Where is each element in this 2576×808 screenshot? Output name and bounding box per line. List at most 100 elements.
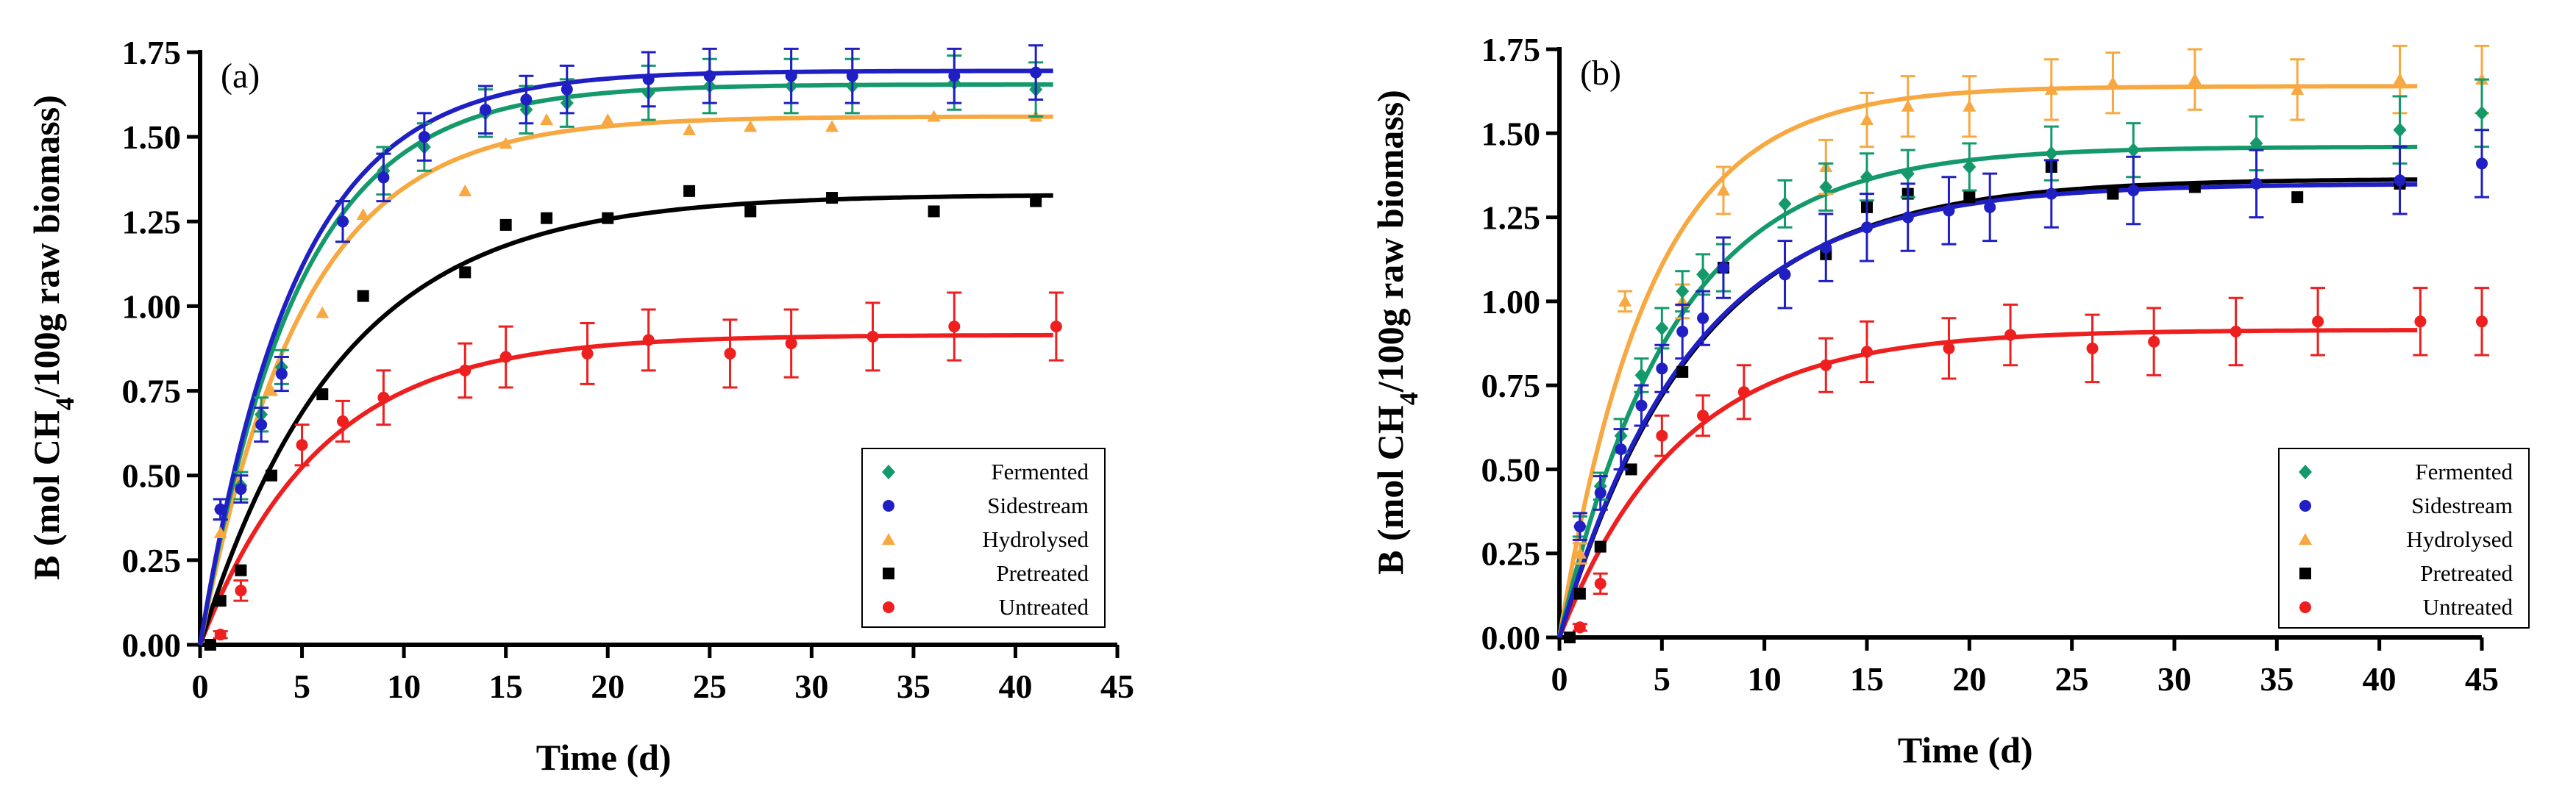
data-point-pretreated bbox=[1573, 587, 1586, 600]
legend: Fermented Sidestream Hydrolysed Pretreated U… bbox=[861, 448, 1106, 628]
data-point-untreated bbox=[2414, 315, 2427, 328]
data-point-hydrolysed bbox=[2188, 73, 2202, 85]
legend-marker-fermented bbox=[2299, 465, 2312, 479]
x-tick-label: 40 bbox=[2363, 660, 2397, 698]
data-point-untreated bbox=[2312, 315, 2324, 328]
data-point-fermented bbox=[1860, 169, 1874, 185]
data-point-untreated bbox=[581, 347, 594, 360]
x-tick-label: 45 bbox=[1100, 668, 1134, 705]
data-point-untreated bbox=[2230, 326, 2242, 337]
data-point-pretreated bbox=[459, 266, 472, 279]
data-point-sidestream bbox=[1697, 312, 1709, 324]
data-point-pretreated bbox=[683, 185, 696, 197]
data-point-fermented bbox=[1655, 321, 1669, 336]
data-point-hydrolysed bbox=[927, 110, 941, 122]
data-point-fermented bbox=[2127, 143, 2141, 158]
data-point-sidestream bbox=[255, 418, 268, 431]
data-point-sidestream bbox=[1779, 268, 1791, 281]
data-point-pretreated bbox=[316, 388, 329, 401]
data-point-untreated bbox=[2148, 335, 2160, 348]
data-point-hydrolysed bbox=[264, 384, 278, 396]
y-tick-label: 1.25 bbox=[1481, 199, 1541, 237]
panel-label: (a) bbox=[221, 57, 260, 96]
data-point-sidestream bbox=[561, 83, 573, 96]
y-tick-label: 0.25 bbox=[1481, 535, 1541, 573]
data-point-hydrolysed bbox=[825, 120, 839, 132]
data-point-sidestream bbox=[377, 171, 390, 184]
legend-marker-hydrolysed bbox=[882, 533, 895, 545]
data-point-fermented bbox=[2475, 105, 2488, 121]
data-point-pretreated bbox=[2291, 191, 2304, 204]
y-tick-label: 0.00 bbox=[1481, 619, 1541, 657]
fit-line-sidestream bbox=[198, 68, 1053, 646]
y-axis-title-part: B (mol CH bbox=[26, 410, 67, 580]
data-point-untreated bbox=[1737, 386, 1750, 398]
legend-marker-hydrolysed bbox=[2299, 533, 2312, 545]
y-tick-label: 1.75 bbox=[122, 34, 182, 71]
data-point-hydrolysed bbox=[744, 120, 758, 132]
data-point-pretreated bbox=[1963, 191, 1976, 204]
data-point-sidestream bbox=[1656, 362, 1668, 375]
y-axis-title-part: /100g raw biomass) bbox=[26, 95, 67, 398]
y-axis-title-subscript: 4 bbox=[1394, 392, 1423, 405]
data-point-hydrolysed bbox=[458, 184, 472, 196]
x-tick-label: 10 bbox=[387, 668, 421, 705]
data-point-sidestream bbox=[1030, 66, 1042, 79]
data-point-sidestream bbox=[642, 73, 655, 85]
data-point-pretreated bbox=[1625, 463, 1637, 476]
data-point-untreated bbox=[1050, 321, 1062, 333]
x-tick-label: 35 bbox=[2260, 660, 2294, 698]
data-point-pretreated bbox=[1676, 365, 1689, 378]
data-point-pretreated bbox=[357, 290, 369, 302]
data-point-untreated bbox=[785, 337, 797, 350]
legend-label: Hydrolysed bbox=[982, 526, 1089, 552]
data-point-sidestream bbox=[418, 131, 430, 143]
data-point-hydrolysed bbox=[2044, 82, 2058, 95]
data-point-sidestream bbox=[1820, 241, 1832, 254]
data-point-sidestream bbox=[1594, 487, 1607, 499]
fit-line-hydrolysed bbox=[1557, 84, 2418, 638]
data-point-pretreated bbox=[1594, 540, 1607, 553]
data-point-sidestream bbox=[1573, 521, 1586, 533]
data-point-hydrolysed bbox=[2393, 73, 2407, 85]
data-point-hydrolysed bbox=[540, 113, 554, 126]
x-tick-label: 0 bbox=[192, 668, 209, 705]
legend-marker-sidestream bbox=[2299, 500, 2311, 512]
y-tick-label: 0.50 bbox=[1481, 451, 1541, 488]
data-point-untreated bbox=[377, 391, 390, 404]
legend-label: Untreated bbox=[999, 594, 1089, 620]
data-point-untreated bbox=[499, 351, 512, 363]
x-tick-label: 30 bbox=[2157, 660, 2191, 698]
data-point-hydrolysed bbox=[1963, 99, 1977, 112]
legend-label: Pretreated bbox=[2420, 560, 2513, 586]
data-point-untreated bbox=[948, 321, 961, 333]
data-point-sidestream bbox=[520, 93, 533, 106]
data-point-hydrolysed bbox=[499, 137, 513, 149]
data-point-untreated bbox=[642, 334, 655, 346]
y-tick-label: 0.75 bbox=[122, 373, 182, 410]
data-point-sidestream bbox=[275, 368, 288, 380]
data-point-hydrolysed bbox=[1716, 184, 1730, 196]
y-axis-title-subscript: 4 bbox=[50, 397, 79, 410]
y-tick-label: 0.75 bbox=[1481, 367, 1541, 404]
x-axis-title: Time (d) bbox=[1898, 729, 2033, 771]
chart-panel-a: 0 5 10 15 20 25 30 35 40 45 0.00 0.25 0.50 0.75 1.00 1.… bbox=[26, 34, 1134, 778]
data-point-sidestream bbox=[1635, 399, 1648, 412]
data-point-pretreated bbox=[602, 212, 614, 224]
y-tick-label: 1.00 bbox=[1481, 283, 1541, 321]
y-axis-title: B (mol CH4/100g raw biomass) bbox=[26, 95, 79, 580]
data-point-untreated bbox=[724, 347, 736, 360]
x-tick-label: 20 bbox=[591, 668, 625, 705]
y-tick-label: 0.50 bbox=[122, 457, 182, 495]
data-point-fermented bbox=[2044, 146, 2058, 161]
data-point-sidestream bbox=[703, 70, 716, 82]
data-point-untreated bbox=[2086, 342, 2099, 354]
legend-label: Sidestream bbox=[987, 493, 1089, 518]
data-point-hydrolysed bbox=[683, 123, 697, 135]
data-point-pretreated bbox=[826, 192, 839, 204]
data-point-fermented bbox=[2393, 122, 2407, 137]
x-axis-title: Time (d) bbox=[536, 737, 672, 778]
data-point-sidestream bbox=[1984, 201, 1996, 213]
data-point-fermented bbox=[1634, 368, 1648, 383]
